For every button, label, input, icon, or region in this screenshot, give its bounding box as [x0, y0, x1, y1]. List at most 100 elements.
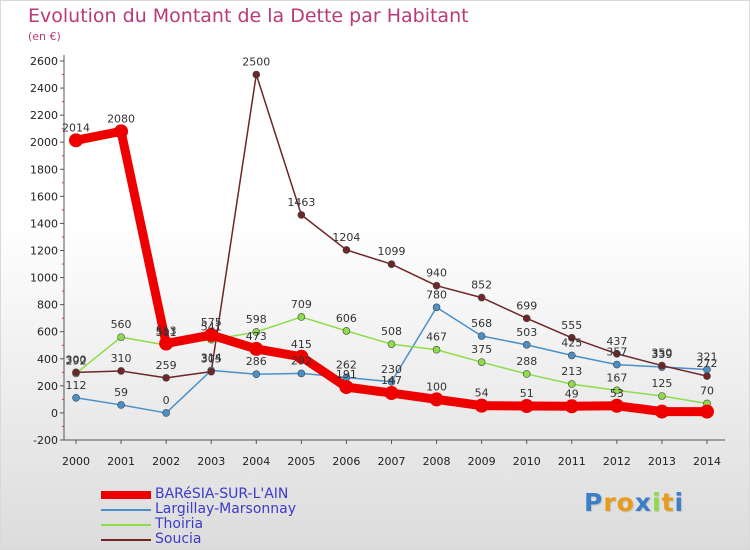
data-point	[387, 340, 396, 348]
data-point	[114, 124, 129, 139]
data-point	[658, 392, 666, 400]
y-tick-label: 400	[37, 353, 58, 366]
data-point	[432, 345, 441, 354]
y-tick-label: 2200	[30, 109, 58, 122]
series-points	[69, 70, 714, 419]
data-point	[297, 211, 306, 219]
data-point	[700, 404, 714, 419]
data-point	[432, 281, 441, 290]
data-label: 575	[201, 316, 222, 329]
data-label: 305	[201, 353, 222, 366]
x-tick-label: 2008	[423, 455, 451, 468]
x-tick-label: 2002	[152, 455, 180, 468]
x-tick-label: 2003	[197, 455, 225, 468]
data-label: 513	[156, 324, 177, 337]
y-tick-label: 200	[37, 380, 58, 393]
x-tick-label: 2006	[332, 455, 360, 468]
data-label: 1463	[287, 196, 315, 209]
logo-letter: i	[652, 488, 662, 517]
data-point	[252, 370, 261, 379]
data-point	[72, 368, 80, 377]
chart-title: Evolution du Montant de la Dette par Hab…	[28, 5, 469, 27]
data-label: 2500	[242, 56, 270, 69]
data-point	[522, 314, 531, 323]
data-label: 375	[471, 343, 492, 356]
data-label: 288	[516, 355, 537, 368]
data-point	[204, 328, 219, 343]
data-label: 300	[66, 353, 87, 366]
data-point	[72, 393, 80, 402]
data-label: 292	[291, 354, 312, 367]
data-label: 501	[156, 326, 177, 339]
data-label: 473	[246, 330, 267, 343]
data-point	[477, 358, 486, 366]
y-tick-label: 2400	[30, 82, 58, 95]
data-label: 467	[426, 331, 447, 344]
data-point	[252, 70, 261, 79]
data-label: 560	[111, 318, 132, 331]
data-point	[342, 246, 351, 254]
data-label: 437	[606, 335, 627, 348]
logo-letter: r	[603, 488, 617, 517]
x-tick-label: 2009	[468, 455, 496, 468]
data-point	[384, 386, 399, 401]
data-point	[117, 401, 125, 409]
data-label: 262	[336, 358, 357, 371]
y-tick-label: 0	[51, 407, 58, 420]
x-tick-label: 2000	[62, 455, 90, 468]
legend-swatch	[101, 524, 151, 526]
data-label: 70	[700, 384, 714, 397]
data-label: 191	[336, 368, 357, 381]
data-point	[703, 372, 711, 380]
data-point	[658, 361, 666, 370]
logo-letter: o	[616, 488, 635, 517]
data-label: 1204	[332, 231, 360, 244]
data-label: 709	[291, 298, 312, 311]
data-point	[162, 374, 170, 382]
data-label: 272	[697, 357, 718, 370]
y-tick-label: 1600	[30, 190, 58, 203]
y-tick-label: 1000	[30, 272, 58, 285]
data-label: 310	[111, 352, 132, 365]
data-point	[567, 334, 576, 342]
legend-swatch	[101, 509, 151, 511]
data-point	[162, 409, 170, 417]
data-point	[429, 392, 444, 407]
data-point	[249, 341, 264, 356]
data-point	[117, 333, 125, 341]
x-tick-label: 2011	[558, 455, 586, 468]
data-label: 51	[520, 387, 534, 400]
data-point	[522, 341, 531, 349]
y-tick-label: 800	[37, 299, 58, 312]
data-point	[342, 327, 351, 335]
legend-label: Thoiria	[155, 516, 204, 532]
data-point	[613, 349, 621, 358]
data-labels: 2014 2080 513 575 473 415 191 147 100 54 51 49 53 112…	[62, 56, 718, 407]
data-label: 1099	[378, 245, 406, 258]
data-point	[207, 367, 216, 376]
data-point	[69, 133, 83, 148]
y-tick-label: 1400	[30, 217, 58, 230]
data-point	[297, 313, 306, 321]
data-label: 940	[426, 267, 447, 280]
logo-letter: i	[674, 488, 685, 517]
legend-label: Largillay-Marsonnay	[155, 501, 296, 517]
data-label: 54	[475, 387, 489, 400]
data-point	[654, 404, 669, 419]
data-point	[432, 303, 441, 312]
y-tick-label: 2000	[30, 136, 58, 149]
data-label: 339	[651, 348, 672, 361]
data-label: 425	[561, 336, 582, 349]
x-tick-label: 2013	[648, 455, 676, 468]
data-label: 508	[381, 325, 402, 338]
x-tick-label: 2012	[603, 455, 631, 468]
data-point	[522, 370, 531, 378]
data-label: 0	[163, 394, 170, 407]
legend-label: BARéSIA-SUR-L'AIN	[155, 486, 289, 502]
data-point	[294, 349, 309, 364]
data-label: 555	[561, 319, 582, 332]
data-label: 780	[426, 288, 447, 301]
data-point	[252, 328, 261, 336]
data-point	[387, 260, 396, 268]
x-tick-label: 2014	[693, 455, 721, 468]
